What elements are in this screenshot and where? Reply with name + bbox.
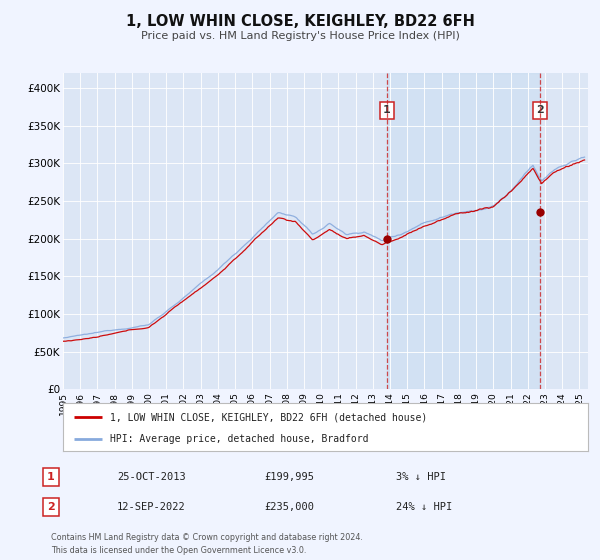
- Text: 12-SEP-2022: 12-SEP-2022: [117, 502, 186, 512]
- Text: 2: 2: [47, 502, 55, 512]
- Text: 25-OCT-2013: 25-OCT-2013: [117, 472, 186, 482]
- Text: Contains HM Land Registry data © Crown copyright and database right 2024.: Contains HM Land Registry data © Crown c…: [51, 533, 363, 542]
- Text: Price paid vs. HM Land Registry's House Price Index (HPI): Price paid vs. HM Land Registry's House …: [140, 31, 460, 41]
- Text: HPI: Average price, detached house, Bradford: HPI: Average price, detached house, Brad…: [110, 434, 369, 444]
- Text: 1, LOW WHIN CLOSE, KEIGHLEY, BD22 6FH (detached house): 1, LOW WHIN CLOSE, KEIGHLEY, BD22 6FH (d…: [110, 413, 427, 422]
- Text: 1: 1: [383, 105, 391, 115]
- Text: 1: 1: [47, 472, 55, 482]
- Text: £199,995: £199,995: [264, 472, 314, 482]
- Text: 3% ↓ HPI: 3% ↓ HPI: [396, 472, 446, 482]
- Text: 2: 2: [536, 105, 544, 115]
- Text: 24% ↓ HPI: 24% ↓ HPI: [396, 502, 452, 512]
- Bar: [387, 73, 540, 389]
- Text: 1, LOW WHIN CLOSE, KEIGHLEY, BD22 6FH: 1, LOW WHIN CLOSE, KEIGHLEY, BD22 6FH: [125, 14, 475, 29]
- Text: £235,000: £235,000: [264, 502, 314, 512]
- Text: This data is licensed under the Open Government Licence v3.0.: This data is licensed under the Open Gov…: [51, 546, 307, 555]
